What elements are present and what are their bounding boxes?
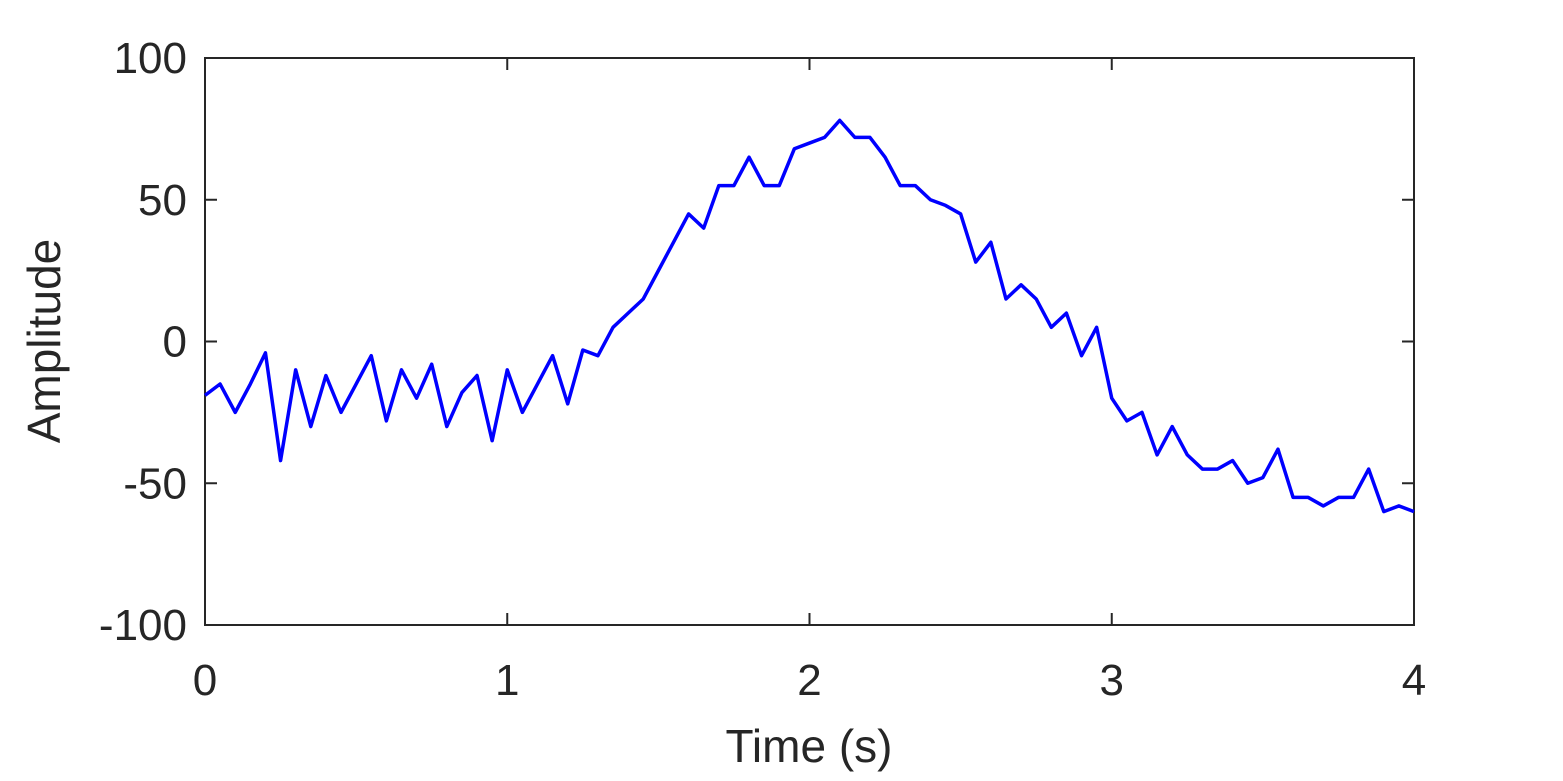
x-tick-label: 0 [193, 656, 217, 705]
x-tick-label: 2 [797, 656, 821, 705]
x-tick-label: 1 [495, 656, 519, 705]
y-tick-label: 100 [114, 34, 187, 83]
x-tick-label: 3 [1100, 656, 1124, 705]
data-line [203, 118, 1415, 514]
x-tick-label: 4 [1402, 656, 1426, 705]
x-axis-label: Time (s) [726, 720, 893, 772]
y-tick-label: -100 [99, 601, 187, 650]
y-tick-label: -50 [123, 459, 187, 508]
y-tick-label: 50 [138, 176, 187, 225]
y-axis-label: Amplitude [18, 239, 70, 444]
y-tick-label: 0 [163, 318, 187, 367]
plot-frame [204, 57, 1415, 626]
